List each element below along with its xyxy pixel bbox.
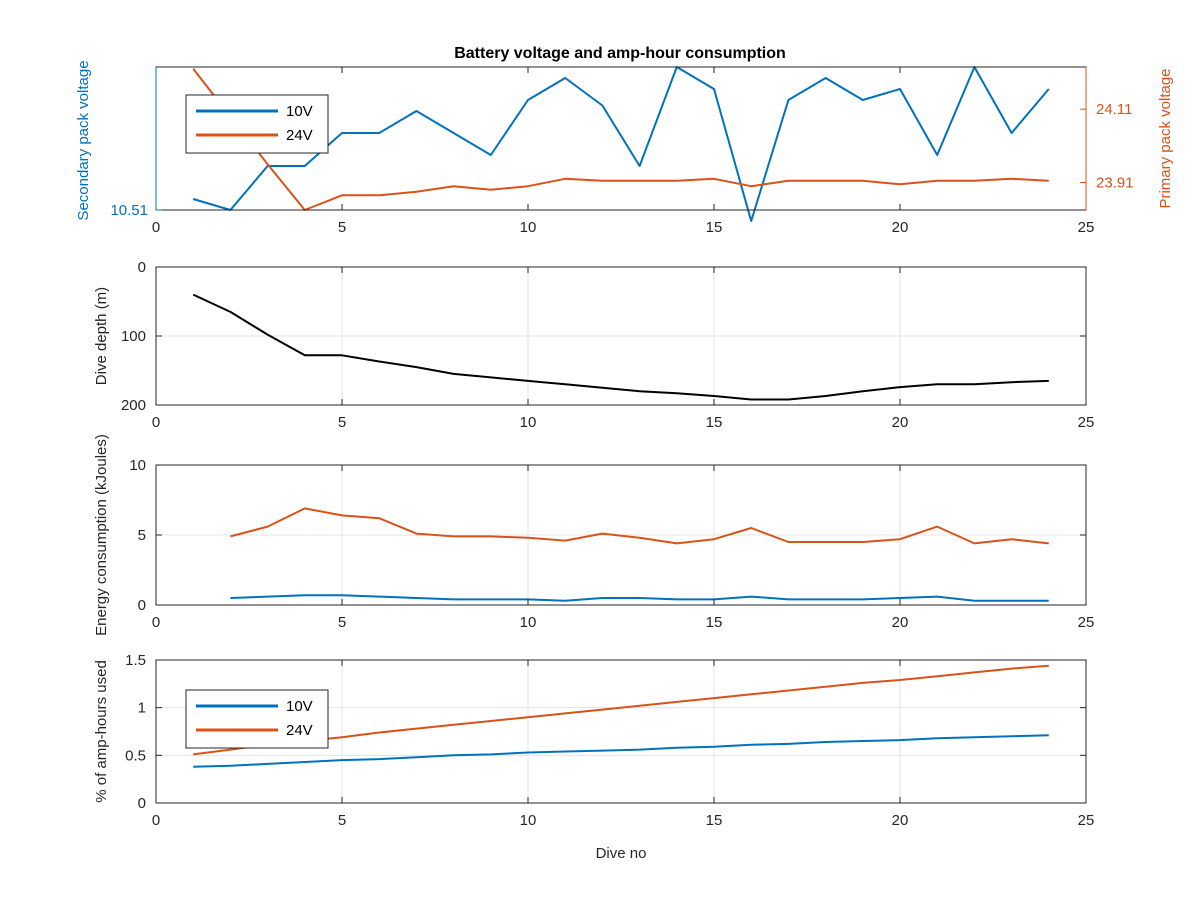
series-line-1 [230,507,1049,545]
subplot-4: 0 5 10 15 20 25 0 0.5 1 1.5 % of amp-hours used Div… [93,652,1094,862]
x-tick-label: 25 [1078,812,1095,829]
legend-label: 24V [286,722,313,739]
y-tick-label: 0 [138,795,146,812]
x-tick-label: 20 [892,614,909,631]
subplot-2: 0 5 10 15 20 25 0 100 200 Dive depth (m) [93,259,1094,431]
y-tick-label: 100 [121,328,146,345]
x-tick-label: 25 [1078,614,1095,631]
x-tick-label: 5 [338,414,346,431]
series-line-24v [192,68,1049,211]
legend-box [185,689,329,749]
x-tick-label: 5 [338,219,346,236]
x-tick-label: 5 [338,614,346,631]
y-tick-label: 5 [138,527,146,544]
x-tick-label: 0 [152,219,160,236]
y-tick-label: 0 [138,259,146,276]
x-tick-label: 25 [1078,219,1095,236]
y-axis-label: Dive depth (m) [93,287,110,385]
x-tick-label: 10 [520,812,537,829]
legend-box [185,94,329,154]
right-y-axis-label: Primary pack voltage [1157,68,1174,208]
series-line-1 [192,293,1049,401]
series-line-2 [230,594,1049,602]
x-tick-label: 0 [152,614,160,631]
y-axis-label: % of amp-hours used [93,660,110,803]
x-tick-label: 5 [338,812,346,829]
left-y-axis-label: Secondary pack voltage [75,60,92,220]
x-tick-label: 15 [706,614,723,631]
y-axis-label: Energy consumption (kJoules) [93,434,110,636]
x-tick-label: 10 [520,219,537,236]
subplot-1: 0 5 10 15 20 25 10.51 23.91 24.11 Secondary pack … [75,60,1174,236]
series-line-24v [193,664,1049,756]
legend-label: 10V [286,103,313,120]
legend-label: 10V [286,698,313,715]
y-tick-label: 10 [129,457,146,474]
figure-title: Battery voltage and amp-hour consumption [454,45,786,62]
subplot-3: 0 5 10 15 20 25 0 5 10 Energy consumption (kJoule… [93,434,1094,636]
y-tick-label: 1 [138,700,146,717]
x-tick-label: 0 [152,414,160,431]
x-tick-label: 25 [1078,414,1095,431]
legend-label: 24V [286,127,313,144]
x-tick-label: 20 [892,219,909,236]
x-tick-label: 15 [706,414,723,431]
x-tick-label: 10 [520,414,537,431]
x-tick-label: 15 [706,812,723,829]
series-line-10v [193,734,1049,768]
x-axis-label: Dive no [596,845,647,862]
right-y-tick-label: 23.91 [1096,175,1134,192]
x-tick-label: 10 [520,614,537,631]
y-tick-label: 0 [138,597,146,614]
left-y-tick-label: 10.51 [110,202,148,219]
x-tick-label: 0 [152,812,160,829]
series-line-10v [192,66,1050,222]
y-tick-label: 200 [121,397,146,414]
x-tick-label: 15 [706,219,723,236]
x-tick-label: 20 [892,812,909,829]
right-y-tick-label: 24.11 [1096,101,1132,118]
y-tick-label: 1.5 [125,652,146,669]
axes-box [155,659,1087,804]
x-tick-label: 20 [892,414,909,431]
y-tick-label: 0.5 [125,747,146,764]
